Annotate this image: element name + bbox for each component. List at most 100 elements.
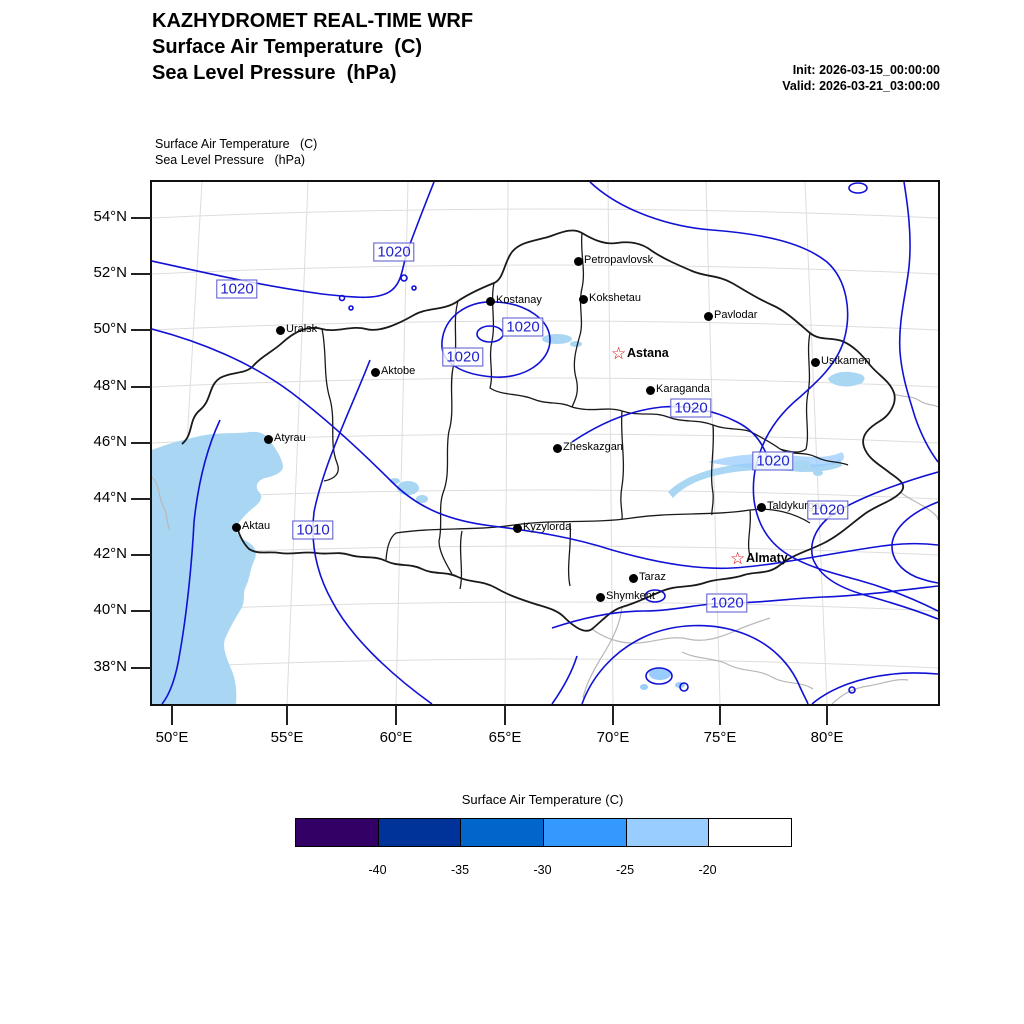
city-label: Kyzylorda: [523, 521, 572, 533]
colorbar-tick-label: -40: [368, 863, 387, 877]
map-overlay: Uralsk Aktobe Atyrau Aktau Kostanay Petropavl…: [152, 182, 938, 704]
lat-tick-label: 38°N: [93, 658, 127, 675]
colorbar: [295, 818, 792, 847]
valid-timestamp: Valid: 2026-03-21_03:00:00: [782, 79, 940, 93]
colorbar-segment: [378, 819, 462, 846]
colorbar-segment: [626, 819, 710, 846]
city-label: Atyrau: [274, 432, 306, 444]
city-dot-icon: [596, 593, 605, 602]
lat-tick-mark: [131, 217, 151, 219]
lon-tick-label: 50°E: [155, 729, 189, 746]
lon-tick-mark: [504, 705, 506, 725]
lat-tick-mark: [131, 273, 151, 275]
city-dot-icon: [574, 257, 583, 266]
pressure-contour-label: 1020: [807, 500, 849, 520]
city-dot-icon: [579, 295, 588, 304]
lake-zaysan: [828, 371, 865, 387]
title-variable-1: Surface Air Temperature (C): [152, 36, 423, 58]
caspian-sea: [152, 431, 283, 704]
colorbar-tick-label: -35: [450, 863, 470, 877]
neighbor-borders: [152, 393, 938, 704]
lat-tick-label: 40°N: [93, 601, 127, 618]
colorbar-title: Surface Air Temperature (C): [461, 792, 624, 807]
city-label: Taraz: [639, 571, 666, 583]
colorbar-tick-label: -30: [533, 863, 552, 877]
city-label: Aktobe: [381, 365, 416, 377]
title-block: KAZHYDROMET REAL-TIME WRF Surface Air Te…: [152, 8, 473, 86]
colorbar-tick-label: -25: [615, 863, 635, 877]
caption-line-2: Sea Level Pressure (hPa): [155, 153, 306, 167]
lat-tick-mark: [131, 498, 151, 500]
city-label: Ustkamen: [821, 355, 871, 367]
pressure-contour-label: 1020: [670, 398, 712, 418]
colorbar-segment: [709, 819, 792, 846]
pressure-contour-label: 1020: [442, 347, 484, 367]
map-caption: Surface Air Temperature (C) Sea Level Pr…: [155, 136, 317, 168]
lat-tick-mark: [131, 667, 151, 669]
pressure-contour-label: 1020: [216, 279, 258, 299]
lon-tick-label: 70°E: [596, 729, 630, 746]
lon-tick-label: 60°E: [379, 729, 413, 746]
lon-tick-mark: [826, 705, 828, 725]
lat-tick-mark: [131, 329, 151, 331]
lat-tick-mark: [131, 554, 151, 556]
map-frame: Uralsk Aktobe Atyrau Aktau Kostanay Petropavl…: [150, 180, 940, 706]
city-label: Almaty: [746, 551, 788, 565]
city-label: Kokshetau: [589, 292, 641, 304]
city-dot-icon: [371, 368, 380, 377]
colorbar-tick-label: -20: [698, 863, 717, 877]
capital-star-icon: ☆: [730, 549, 746, 568]
pressure-contour-label: 1010: [292, 520, 334, 540]
lon-tick-mark: [171, 705, 173, 725]
city-dot-icon: [757, 503, 766, 512]
lon-tick-label: 65°E: [488, 729, 522, 746]
city-dot-icon: [811, 358, 820, 367]
city-dot-icon: [704, 312, 713, 321]
city-label: Astana: [627, 346, 669, 360]
lat-tick-label: 44°N: [93, 489, 127, 506]
pressure-contour-label: 1020: [373, 242, 415, 262]
city-label: Aktau: [242, 520, 271, 532]
lat-tick-label: 48°N: [93, 377, 127, 394]
title-variable-2: Sea Level Pressure (hPa): [152, 62, 397, 84]
water-bodies: [152, 334, 865, 704]
city-label: Pavlodar: [714, 309, 758, 321]
colorbar-segment: [296, 819, 379, 846]
city-dot-icon: [629, 574, 638, 583]
timestamp-block: Init: 2026-03-15_00:00:00 Valid: 2026-03…: [782, 62, 940, 94]
lon-tick-mark: [286, 705, 288, 725]
lon-tick-label: 55°E: [270, 729, 304, 746]
lon-tick-mark: [612, 705, 614, 725]
city-label: Zheskazgan: [563, 441, 623, 453]
city-dot-icon: [232, 523, 241, 532]
city-label: Uralsk: [286, 323, 318, 335]
national-border: [181, 229, 905, 632]
caption-line-1: Surface Air Temperature (C): [155, 137, 318, 151]
city-dot-icon: [276, 326, 285, 335]
init-timestamp: Init: 2026-03-15_00:00:00: [792, 63, 940, 77]
lon-tick-label: 80°E: [810, 729, 844, 746]
graticule: [152, 182, 938, 704]
city-label: Kostanay: [496, 294, 542, 306]
map-canvas: Uralsk Aktobe Atyrau Aktau Kostanay Petropavl…: [152, 182, 938, 704]
map-graphics: [152, 182, 938, 704]
city-dot-icon: [553, 444, 562, 453]
pressure-contour-label: 1020: [502, 317, 544, 337]
capital-star-icon: ☆: [611, 344, 627, 363]
lat-tick-label: 54°N: [93, 208, 127, 225]
lat-tick-label: 50°N: [93, 320, 127, 337]
pressure-contours: [152, 182, 938, 704]
lat-tick-mark: [131, 610, 151, 612]
city-label: Petropavlovsk: [584, 254, 654, 266]
pressure-contour-label: 1020: [752, 451, 794, 471]
lat-tick-label: 46°N: [93, 433, 127, 450]
city-label: Karaganda: [656, 383, 710, 395]
colorbar-segment: [461, 819, 545, 846]
city-dot-icon: [486, 297, 495, 306]
city-dot-icon: [646, 386, 655, 395]
lat-tick-label: 52°N: [93, 264, 127, 281]
city-label: Shymkent: [606, 590, 655, 602]
lon-tick-mark: [395, 705, 397, 725]
page-title: KAZHYDROMET REAL-TIME WRF: [152, 10, 474, 32]
